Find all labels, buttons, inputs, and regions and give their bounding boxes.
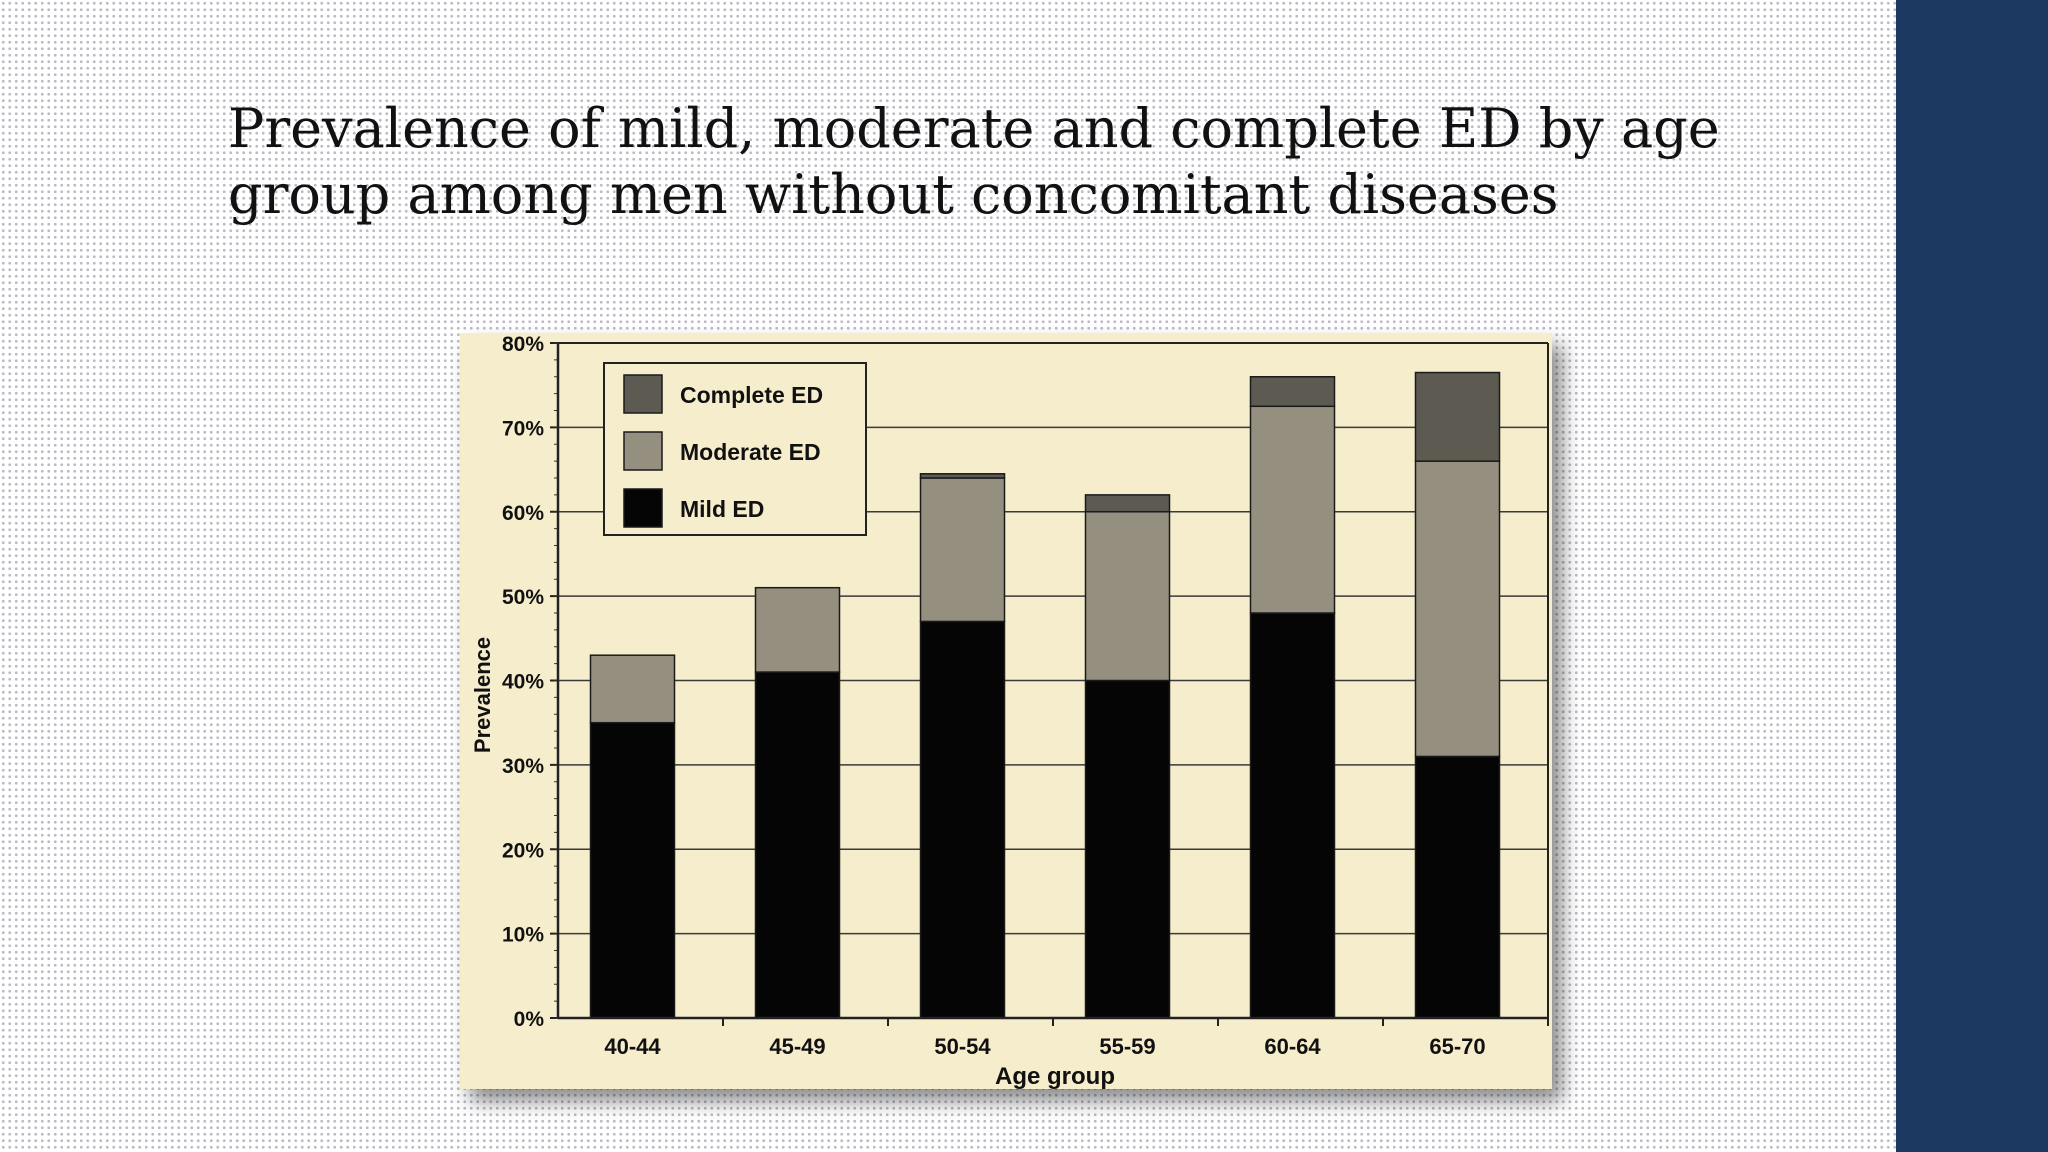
y-tick-label: 0% bbox=[514, 1008, 545, 1031]
bar-segment bbox=[1414, 755, 1501, 1019]
bar-segment bbox=[1249, 405, 1336, 614]
slide-title-line-2: group among men without concomitant dise… bbox=[228, 163, 1559, 226]
bar-segment bbox=[1084, 511, 1171, 682]
y-tick-label: 50% bbox=[502, 586, 544, 609]
legend-swatch bbox=[623, 374, 663, 414]
bar-segment bbox=[1249, 376, 1336, 408]
bar-segment bbox=[1414, 460, 1501, 758]
bar-segment bbox=[754, 586, 841, 673]
legend-label: Mild ED bbox=[680, 496, 764, 522]
tick-labels: 0% 10% 20% 30% 40% 50% 60% 70% 80% 40-44 45-49 50-5… bbox=[502, 333, 1486, 1059]
y-tick-label: 20% bbox=[502, 839, 544, 862]
legend: Complete ED Moderate ED Mild ED bbox=[603, 362, 867, 536]
y-tick-label: 80% bbox=[502, 333, 544, 356]
x-tick-label: 50-54 bbox=[934, 1034, 991, 1059]
bar-segment bbox=[1084, 679, 1171, 1019]
y-tick-label: 60% bbox=[502, 502, 544, 525]
bar-segment bbox=[1084, 494, 1171, 513]
slide-title-line-1: Prevalence of mild, moderate and complet… bbox=[228, 97, 1720, 160]
bar-segment bbox=[754, 671, 841, 1019]
y-axis-label: Prevalence bbox=[470, 637, 495, 753]
x-tick-label: 45-49 bbox=[769, 1034, 825, 1059]
x-tick-label: 60-64 bbox=[1264, 1034, 1321, 1059]
bar-segment bbox=[919, 473, 1006, 479]
stacked-bar-chart: 0% 10% 20% 30% 40% 50% 60% 70% 80% 40-44 45-49 50-5… bbox=[470, 333, 1549, 1089]
bar-segment bbox=[589, 721, 676, 1019]
axes bbox=[550, 342, 1549, 1026]
y-tick-label: 30% bbox=[502, 755, 544, 778]
x-axis-label: Age group bbox=[995, 1063, 1115, 1089]
y-tick-label: 40% bbox=[502, 671, 544, 694]
x-tick-label: 40-44 bbox=[604, 1034, 661, 1059]
side-band bbox=[1896, 0, 2048, 1152]
bar-segment bbox=[1414, 371, 1501, 462]
y-tick-label: 10% bbox=[502, 924, 544, 947]
legend-swatch bbox=[623, 431, 663, 471]
x-tick-label: 65-70 bbox=[1429, 1034, 1485, 1059]
bar-segment bbox=[919, 477, 1006, 623]
bar-segment bbox=[589, 654, 676, 724]
x-tick-label: 55-59 bbox=[1099, 1034, 1155, 1059]
slide-title: Prevalence of mild, moderate and complet… bbox=[228, 96, 1788, 228]
bar-segment bbox=[919, 620, 1006, 1019]
y-tick-label: 70% bbox=[502, 417, 544, 440]
legend-label: Complete ED bbox=[680, 382, 823, 408]
chart-panel: 0% 10% 20% 30% 40% 50% 60% 70% 80% 40-44 45-49 50-5… bbox=[460, 333, 1552, 1089]
bars bbox=[589, 371, 1501, 1019]
legend-swatch bbox=[623, 488, 663, 528]
bar-segment bbox=[1249, 612, 1336, 1019]
legend-label: Moderate ED bbox=[680, 439, 821, 465]
